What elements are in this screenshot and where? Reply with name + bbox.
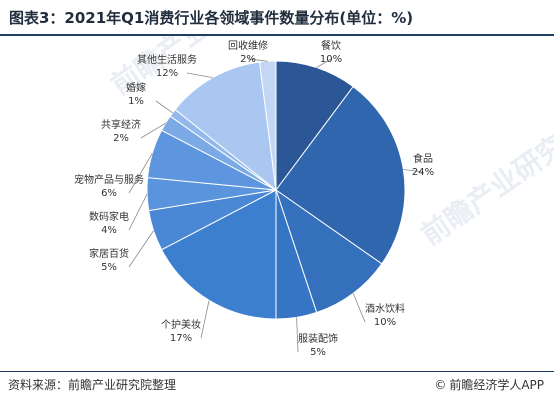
leader-lines bbox=[128, 58, 424, 353]
slice-value-label: 6% bbox=[101, 188, 117, 199]
pie-slice bbox=[160, 189, 277, 320]
leader-line bbox=[128, 153, 153, 194]
footer-divider bbox=[0, 371, 554, 372]
leader-line bbox=[155, 100, 173, 114]
slice-value-label: 24% bbox=[412, 167, 434, 178]
pie-slice bbox=[275, 60, 354, 192]
leader-line bbox=[128, 230, 154, 268]
slice-label: 数码家电 bbox=[89, 210, 129, 223]
slice-value-label: 1% bbox=[128, 96, 144, 107]
leader-line bbox=[186, 72, 213, 78]
pie-chart: 前瞻产业研究院 前瞻产业研究院 餐饮10%食品24%酒水饮料10%服装配饰5%个… bbox=[74, 36, 554, 358]
slice-label: 婚嫁 bbox=[126, 81, 146, 94]
leader-line bbox=[247, 58, 268, 62]
pie-slice bbox=[275, 188, 383, 314]
slice-value-label: 2% bbox=[113, 133, 129, 144]
slice-value-label: 4% bbox=[101, 225, 117, 236]
pie-slice bbox=[275, 85, 406, 265]
chart-title: 图表3：2021年Q1消费行业各领域事件数量分布(单位：%) bbox=[9, 9, 414, 27]
slice-label: 共享经济 bbox=[101, 118, 141, 131]
slice-value-label: 5% bbox=[310, 347, 326, 358]
slice-value-label: 10% bbox=[320, 54, 342, 65]
slice-value-label: 10% bbox=[374, 317, 396, 328]
slice-label: 家居百货 bbox=[89, 247, 129, 260]
slice-value-label: 17% bbox=[170, 333, 192, 344]
slice-label: 酒水饮料 bbox=[365, 302, 405, 315]
copyright-icon: © bbox=[434, 378, 447, 392]
leader-line bbox=[140, 122, 166, 139]
title-divider bbox=[0, 34, 554, 36]
pie-slice bbox=[174, 61, 277, 192]
leader-line bbox=[200, 300, 210, 339]
slice-label: 其他生活服务 bbox=[137, 53, 197, 66]
slice-label: 食品 bbox=[413, 152, 433, 165]
leader-line bbox=[403, 169, 424, 173]
leader-line bbox=[296, 317, 299, 353]
leader-line bbox=[352, 293, 366, 323]
slice-label: 服装配饰 bbox=[298, 332, 338, 345]
leader-line bbox=[316, 58, 332, 68]
pie-slice bbox=[258, 60, 277, 191]
slice-label: 餐饮 bbox=[321, 39, 341, 52]
slice-value-label: 5% bbox=[101, 262, 117, 273]
slice-label: 回收维修 bbox=[228, 39, 268, 52]
slice-label: 宠物产品与服务 bbox=[74, 173, 144, 186]
slice-labels: 餐饮 10% 食品 24% 酒水饮料 10% 服装配饰 5% 个护美妆 17% 家居百货 5% 数码家电… bbox=[74, 39, 434, 358]
leader-line bbox=[128, 193, 148, 231]
slice-value-label: 2% bbox=[240, 54, 256, 65]
slice-value-label: 12% bbox=[156, 68, 178, 79]
brand-credit: © 前瞻经济学人APP bbox=[434, 376, 544, 393]
watermark: 前瞻产业研究院 bbox=[415, 112, 554, 251]
brand-name: 前瞻经济学人APP bbox=[449, 378, 544, 392]
pie-slices bbox=[146, 60, 406, 320]
source-note: 资料来源：前瞻产业研究院整理 bbox=[8, 378, 177, 392]
slice-label: 个护美妆 bbox=[161, 318, 201, 331]
